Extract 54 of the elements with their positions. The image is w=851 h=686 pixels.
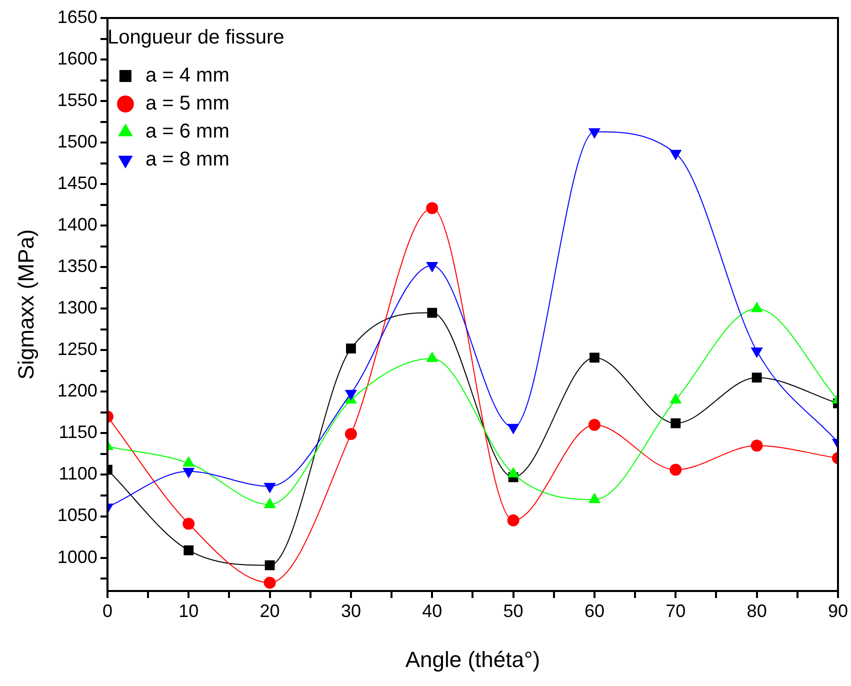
- y-tick-label: 1650: [57, 6, 98, 27]
- x-tick-label: 70: [666, 600, 686, 621]
- x-tick-label: 90: [828, 600, 848, 621]
- point: [426, 202, 438, 214]
- point: [264, 482, 276, 494]
- y-tick-label: 1200: [57, 380, 98, 401]
- x-tick-label: 30: [340, 600, 361, 621]
- x-tick-label: 80: [746, 600, 767, 621]
- y-tick-label: 1150: [58, 422, 98, 442]
- y-tick-label: 1000: [57, 546, 98, 567]
- y-tick-label: 1350: [57, 256, 98, 276]
- y-tick-label: 1450: [57, 173, 98, 194]
- legend-label: a = 5 mm: [145, 92, 230, 115]
- y-tick-label: 1600: [57, 48, 98, 68]
- point: [344, 428, 357, 440]
- legend-label: a = 6 mm: [145, 120, 230, 143]
- legend-label: a = 4 mm: [145, 64, 230, 87]
- point: [670, 418, 681, 428]
- legend-title: Longueur de fissure: [107, 26, 284, 49]
- y-tick-label: 1250: [57, 339, 98, 360]
- legend-label: a = 8 mm: [145, 148, 230, 171]
- point: [182, 468, 195, 478]
- x-tick-label: 60: [584, 600, 604, 621]
- point: [750, 348, 763, 358]
- y-tick-label: 1100: [58, 464, 98, 484]
- point: [670, 464, 682, 476]
- x-tick-label: 20: [260, 600, 280, 621]
- point: [670, 150, 682, 160]
- point: [182, 518, 195, 530]
- point: [590, 352, 600, 363]
- y-axis-title: Sigmaxx (MPa): [13, 229, 38, 380]
- y-tick-label: 1300: [57, 298, 98, 318]
- point: [752, 372, 762, 383]
- point: [750, 440, 763, 452]
- x-tick-label: 0: [102, 600, 112, 621]
- point: [588, 418, 600, 431]
- y-tick-label: 1050: [57, 505, 98, 526]
- point: [427, 308, 438, 318]
- point: [344, 390, 358, 400]
- point: [507, 424, 520, 434]
- x-tick-label: 50: [503, 600, 524, 621]
- y-tick-label: 1400: [57, 214, 98, 235]
- point: [588, 128, 601, 139]
- point: [426, 262, 438, 272]
- point: [184, 545, 194, 556]
- x-tick-label: 40: [422, 600, 442, 621]
- y-tick-label: 1550: [57, 90, 98, 110]
- point: [507, 514, 520, 526]
- x-axis-title: Angle (théta°): [405, 646, 540, 672]
- y-tick-label: 1500: [57, 132, 98, 152]
- point: [346, 344, 356, 354]
- point: [264, 560, 275, 570]
- point: [264, 576, 276, 589]
- x-tick-label: 10: [178, 600, 199, 621]
